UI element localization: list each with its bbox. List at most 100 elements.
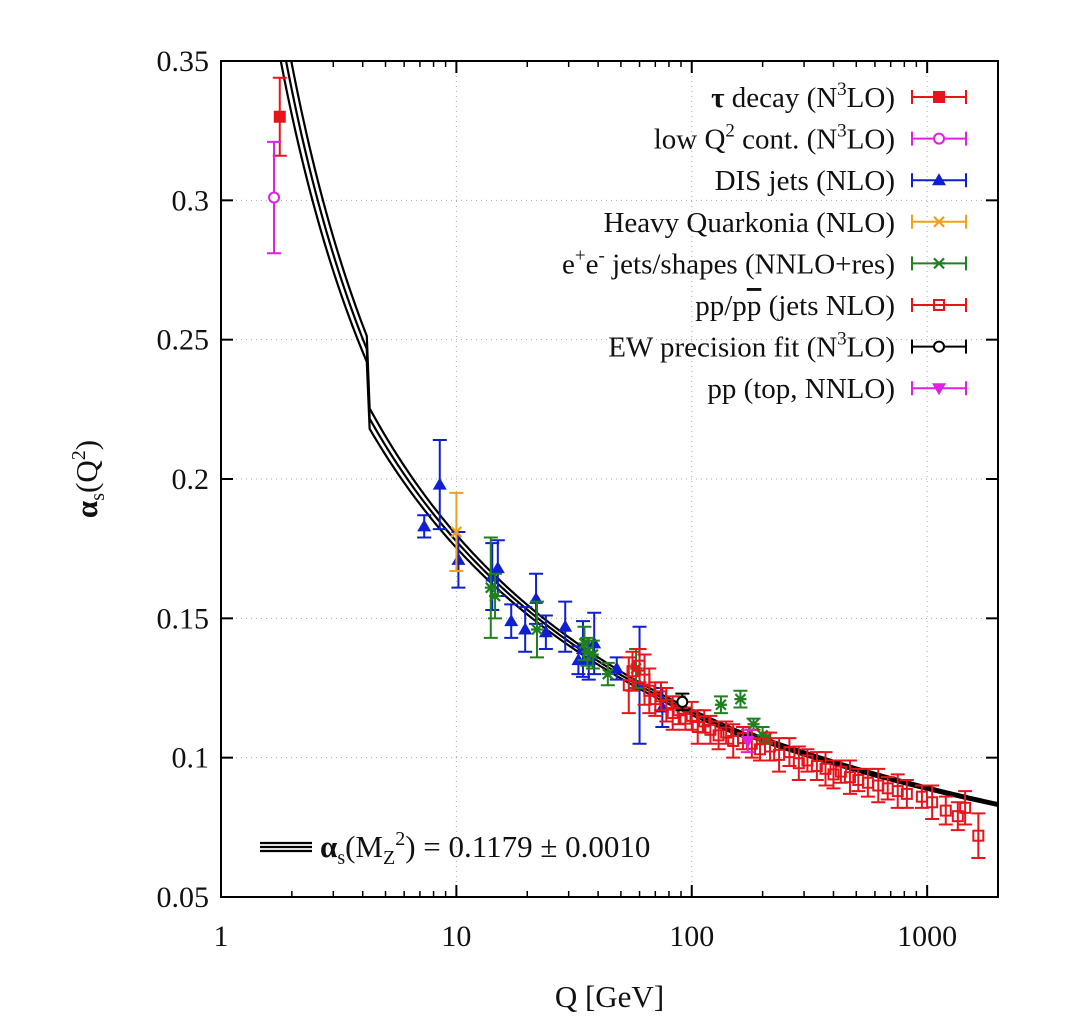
legend-entry-low_q2: low Q2​ cont. (N3​LO) — [654, 121, 967, 156]
legend-entry-heavy_quarkonia: Heavy Quarkonia (NLO) — [603, 207, 967, 239]
y-tick-label: 0.25 — [157, 324, 210, 357]
error-bar — [880, 776, 895, 801]
legend-entry-dis_jets: DIS jets (NLO) — [715, 165, 967, 197]
y-axis-label: αs(Q2) — [68, 440, 109, 518]
legend-marker — [933, 91, 945, 103]
legend-entry-ew_precision_fit: EW precision fit (N3​LO) — [608, 329, 967, 364]
data-point — [720, 726, 733, 739]
legend-entry-ee_jets_shapes: e+​e-​ jets/shapes (NNLO+res) — [562, 245, 967, 280]
legend-entry-tau_decay: τ decay (N3​LO) — [711, 79, 967, 114]
data-point — [900, 787, 913, 800]
band-legend-swatch — [260, 841, 312, 853]
error-bar — [697, 709, 712, 734]
data-point — [843, 771, 856, 784]
band-legend: αs(MZ2) = 0.1179 ± 0.0010 — [260, 828, 650, 869]
data-point — [432, 477, 447, 490]
data-point — [268, 191, 281, 204]
data-point — [490, 561, 505, 574]
data-point — [939, 804, 952, 817]
error-bar — [899, 778, 914, 809]
error-bar — [625, 650, 640, 692]
y-tick-label: 0.1 — [172, 742, 210, 775]
error-bar — [791, 745, 806, 781]
data-point — [558, 619, 573, 632]
data-point — [273, 110, 286, 123]
legend-marker — [933, 216, 945, 228]
data-point — [679, 712, 692, 725]
x-tick-label: 10 — [441, 920, 471, 953]
legend-marker — [932, 383, 946, 396]
data-point — [734, 693, 747, 705]
data-point — [972, 829, 985, 842]
x-tick-label: 1 — [214, 920, 229, 953]
x-tick-label: 1000 — [897, 920, 957, 953]
data-point — [926, 796, 939, 809]
data-point — [450, 526, 463, 538]
legend-marker — [933, 340, 945, 353]
error-bar — [871, 767, 886, 804]
error-bar — [958, 790, 973, 826]
y-tick-label: 0.35 — [157, 45, 210, 78]
legend-marker — [933, 132, 945, 145]
data-point — [587, 636, 602, 649]
series-dis_jets — [417, 438, 670, 745]
data-point — [601, 668, 614, 680]
error-bar — [938, 795, 953, 826]
data-point — [714, 698, 727, 711]
error-bar — [971, 812, 986, 859]
legend-entry-pp_ppbar_jets: pp/pp (jets NLO) — [695, 290, 967, 322]
legend-label: τ decay (N3​LO) — [711, 79, 895, 114]
legend-marker — [933, 257, 945, 270]
data-point — [489, 590, 502, 602]
x-tick-label: 100 — [669, 920, 714, 953]
series-low_q2 — [267, 140, 282, 255]
band-curve — [279, 61, 998, 807]
data-point — [643, 684, 656, 697]
data-point — [660, 698, 673, 711]
data-point — [740, 735, 755, 748]
error-bar — [842, 759, 857, 795]
error-bar — [925, 784, 940, 820]
series-heavy_quarkonia — [449, 491, 464, 572]
data-point — [792, 757, 805, 770]
series-ee_jets_shapes — [483, 536, 774, 745]
legend-errorbar — [911, 298, 967, 312]
data-point — [530, 623, 543, 636]
y-tick-label: 0.05 — [157, 881, 210, 914]
axis-ticks: 0.05 0.1 0.15 0.2 0.25 0.3 0.35 1 10 100 1000 — [157, 45, 998, 953]
data-point — [504, 614, 519, 627]
data-points — [267, 76, 986, 859]
data-point — [676, 695, 689, 708]
error-bar — [726, 723, 741, 759]
data-point — [518, 622, 533, 635]
data-point — [417, 519, 432, 532]
legend-label: e+​e-​ jets/shapes (NNLO+res) — [562, 245, 895, 280]
legend-label: EW precision fit (N3​LO) — [608, 329, 895, 364]
legend-label: pp (top, NNLO) — [707, 373, 895, 405]
legend-label: pp/pp (jets NLO) — [695, 290, 895, 322]
error-bar — [659, 687, 674, 723]
legend-marker — [933, 299, 945, 311]
data-point — [810, 760, 823, 773]
data-point — [959, 801, 972, 814]
legend-label: Heavy Quarkonia (NLO) — [603, 207, 895, 239]
y-tick-label: 0.3 — [172, 184, 210, 217]
error-bar — [818, 751, 833, 787]
data-point — [951, 810, 964, 823]
series-pp_top — [740, 728, 755, 754]
legend-marker — [932, 173, 946, 186]
band-curve — [284, 61, 998, 806]
error-bar — [719, 720, 734, 745]
data-point — [586, 648, 599, 661]
data-point — [764, 740, 777, 753]
error-bar — [703, 714, 718, 745]
legend-entry-pp_top: pp (top, NNLO) — [707, 373, 967, 405]
legend-label: DIS jets (NLO) — [715, 165, 895, 197]
data-point — [827, 768, 840, 781]
data-point — [783, 746, 796, 759]
legend-label: low Q2​ cont. (N3​LO) — [654, 121, 895, 156]
data-point — [609, 661, 624, 674]
legend: τ decay (N3​LO) low Q2​ cont. (N3​LO) DIS … — [562, 79, 967, 405]
y-tick-label: 0.2 — [172, 463, 210, 496]
